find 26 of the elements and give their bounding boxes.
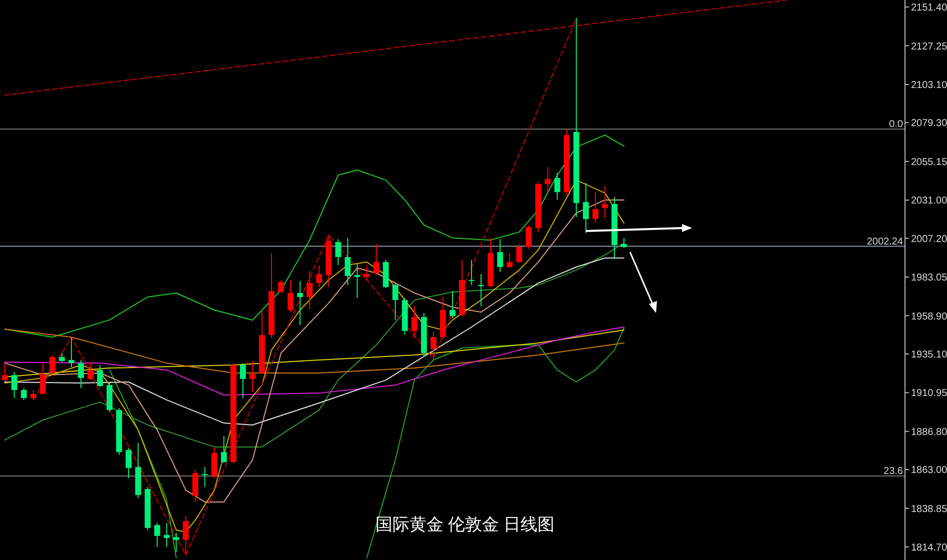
line-series [4,258,624,426]
y-tick-label: 2079.30 [911,118,947,130]
line-series [4,134,624,338]
line-series [4,326,624,396]
y-tick-label: 2055.15 [911,156,947,168]
y-tick-label: 1958.90 [911,311,947,322]
y-tick-label: 2031.00 [911,196,947,207]
ref-line-label: 2002.24 [866,236,904,248]
line-series [4,242,624,448]
line-series [366,327,624,558]
y-tick-label: 2151.40 [911,2,947,14]
line-series [109,369,177,558]
y-tick-label: 1935.10 [911,349,947,360]
y-tick-label: 2103.10 [911,80,947,92]
ref-line: 2002.24 [0,236,906,248]
y-tick-label: 1983.05 [911,272,947,284]
y-tick-label: 1814.70 [911,542,947,554]
annotation: 23.6 [884,466,904,477]
y-tick-label: 2127.25 [911,41,947,52]
y-tick-label: 1838.85 [911,504,947,515]
text: 国际黄金 伦敦金 日线图 [375,515,555,534]
y-tick-label: 1863.00 [911,465,947,476]
y-tick-label: 1910.95 [911,388,947,400]
y-tick-label: 2007.20 [911,234,947,245]
annotation: 0.0 [889,119,904,130]
y-tick-label: 1886.80 [911,426,947,438]
